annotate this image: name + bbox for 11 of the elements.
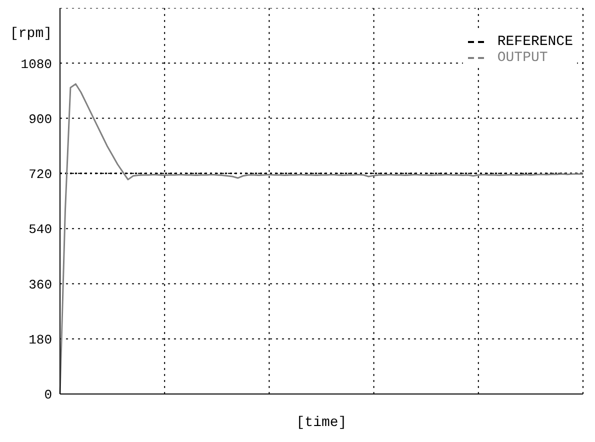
y-tick-label: 540 (28, 222, 52, 238)
y-tick-label: 180 (28, 332, 52, 348)
y-tick-label: 0 (44, 388, 52, 403)
y-tick-label: 720 (28, 167, 52, 182)
y-axis-title: [rpm] (10, 26, 52, 42)
y-tick-label: 900 (28, 112, 52, 127)
x-axis-title: [time] (296, 415, 347, 431)
legend-label: REFERENCE (497, 34, 573, 50)
y-tick-label: 360 (28, 277, 52, 292)
legend-label: OUTPUT (497, 50, 548, 66)
y-tick-label: 1080 (20, 56, 52, 72)
